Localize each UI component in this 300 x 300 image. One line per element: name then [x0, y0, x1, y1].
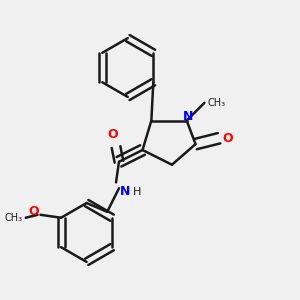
Text: CH₃: CH₃ [5, 213, 23, 223]
Text: H: H [133, 187, 141, 197]
Text: O: O [28, 205, 39, 218]
Text: N: N [120, 185, 130, 198]
Text: O: O [108, 128, 118, 141]
Text: CH₃: CH₃ [207, 98, 225, 108]
Text: N: N [183, 110, 194, 123]
Text: O: O [222, 132, 233, 145]
